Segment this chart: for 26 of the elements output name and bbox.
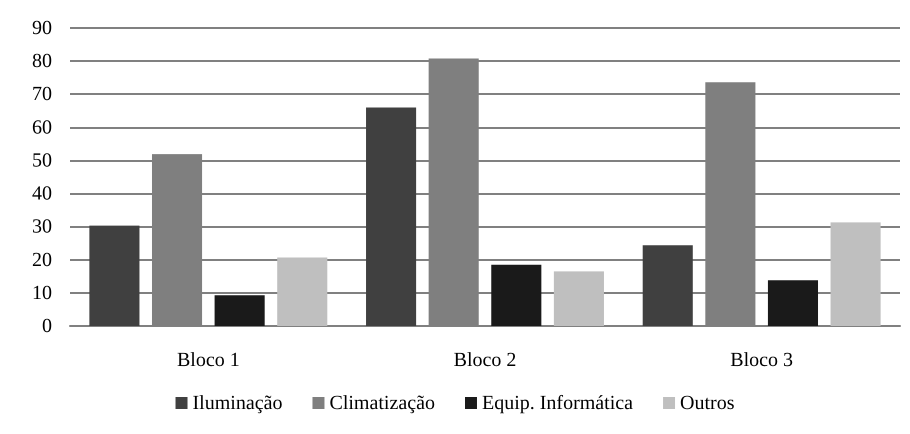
bar [830, 222, 881, 326]
bar [89, 226, 140, 326]
y-tick-label: 40 [32, 182, 52, 205]
y-tick-label: 80 [32, 50, 52, 72]
bar [768, 280, 818, 326]
bar [491, 264, 542, 326]
legend-label: Climatização [329, 392, 435, 414]
x-tick-label: Bloco 2 [454, 349, 516, 371]
x-tick-label: Bloco 1 [176, 349, 240, 371]
bar [277, 257, 328, 326]
y-tick-label: 70 [32, 83, 52, 106]
y-tick-label: 20 [32, 248, 52, 271]
bar [642, 245, 693, 326]
legend-label: Equip. Informática [482, 392, 634, 414]
legend-label: Outros [680, 392, 735, 414]
legend-label: Iluminação [192, 392, 282, 414]
bar [554, 271, 604, 326]
y-tick-label: 10 [32, 282, 52, 304]
y-tick-label: 0 [42, 315, 52, 337]
bar [214, 295, 265, 326]
y-tick-label: 60 [32, 116, 52, 138]
y-tick-label: 30 [32, 216, 52, 238]
y-tick-label: 50 [32, 149, 52, 172]
bar [366, 107, 416, 326]
y-tick-label: 90 [32, 17, 52, 39]
x-tick-label: Bloco 3 [730, 349, 794, 371]
